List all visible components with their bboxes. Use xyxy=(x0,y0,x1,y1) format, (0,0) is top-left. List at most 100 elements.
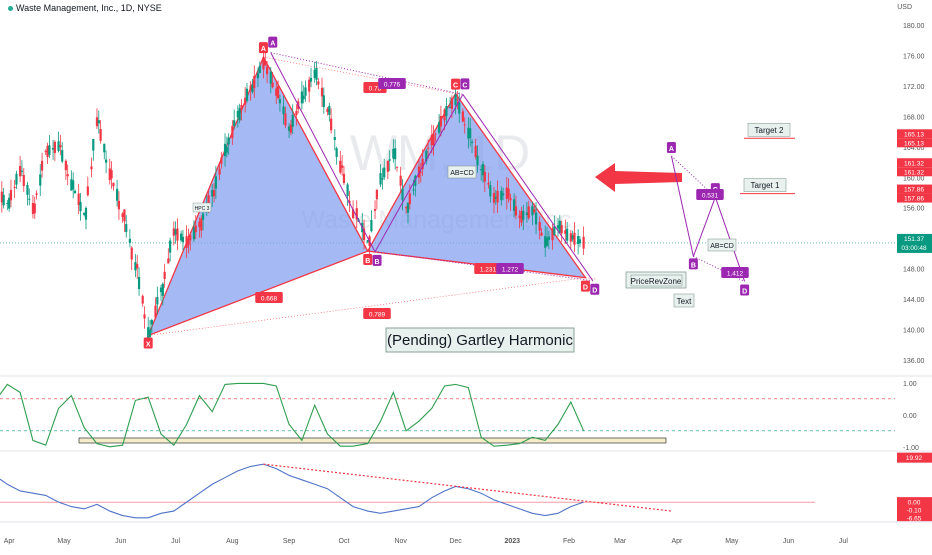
x-tick-label: Jun xyxy=(783,538,794,545)
candle-body xyxy=(339,160,342,173)
candle-body xyxy=(333,137,336,140)
candle-body xyxy=(522,210,525,220)
candle-body xyxy=(141,295,144,304)
osc2-tag-bg xyxy=(897,452,932,463)
ratio-label-bg xyxy=(378,78,406,89)
candle-body xyxy=(556,225,560,229)
ratio-label: 1.272 xyxy=(502,267,519,274)
candle-body xyxy=(564,230,567,234)
candle-body xyxy=(105,159,108,163)
ratio-label: 0.776 xyxy=(384,82,401,89)
candle-body xyxy=(558,220,561,233)
projection-point-d: D xyxy=(592,288,597,295)
candle-body xyxy=(284,113,287,126)
candle-body xyxy=(544,236,547,248)
candle-body xyxy=(156,296,159,305)
target-label: Target 2 xyxy=(755,126,784,135)
y-tick-label: 140.00 xyxy=(903,327,925,334)
candle-body xyxy=(2,194,5,206)
ratio-label-bg xyxy=(496,263,524,274)
candle-body xyxy=(130,247,133,260)
candle-body xyxy=(256,73,260,79)
osc2-tag: -0.10 xyxy=(907,508,922,515)
x-tick-label: Mar xyxy=(614,538,627,545)
x-tick-label: Sep xyxy=(283,538,296,545)
candle-body xyxy=(22,175,25,187)
candle-body xyxy=(439,115,443,127)
candle-body xyxy=(115,188,119,201)
candle-body xyxy=(159,287,163,293)
candle-body xyxy=(463,124,466,126)
candle-body xyxy=(534,212,538,225)
candle-body xyxy=(341,165,344,168)
candle-body xyxy=(456,99,459,101)
candle-body xyxy=(278,99,282,104)
ratio-label: 0.78 xyxy=(369,86,382,93)
price-tag: 161.32 xyxy=(904,169,924,176)
candle-body xyxy=(97,120,100,124)
price-tag-bg xyxy=(897,193,932,203)
pattern-point-b-bg xyxy=(363,254,373,266)
candle-body xyxy=(533,209,536,213)
price-tag-bg xyxy=(897,184,932,194)
projection-point-b-bg xyxy=(372,254,382,266)
candle-body xyxy=(169,240,172,253)
price-tag: 165.13 xyxy=(904,140,924,147)
candle-body xyxy=(176,228,179,241)
candle-body xyxy=(264,60,267,66)
candle-body xyxy=(233,120,236,126)
candle-body xyxy=(245,88,249,101)
candle-body xyxy=(117,200,121,210)
candle-body xyxy=(251,84,254,92)
candle-body xyxy=(148,329,152,337)
candle-body xyxy=(181,236,185,243)
candle-body xyxy=(425,150,428,162)
candle-body xyxy=(240,105,243,111)
candle-body xyxy=(9,190,13,201)
candle-body xyxy=(289,124,292,133)
candle-body xyxy=(249,85,252,92)
pattern-point-x-bg xyxy=(143,337,153,349)
candle-body xyxy=(573,232,576,245)
target-box xyxy=(747,122,791,137)
candle-body xyxy=(136,264,139,269)
candle-body xyxy=(201,213,205,220)
x-tick-label: Jul xyxy=(171,538,180,545)
price-tag-bg xyxy=(897,233,932,253)
price-tag-bg xyxy=(897,158,932,168)
candle-body xyxy=(185,235,188,248)
candle-body xyxy=(547,236,550,240)
future-point-b-bg xyxy=(688,258,698,270)
candle-body xyxy=(187,238,190,246)
osc-highlight-box xyxy=(78,437,667,444)
candle-body xyxy=(560,225,563,234)
candle-body xyxy=(370,219,373,232)
candle-body xyxy=(470,141,474,143)
candle-body xyxy=(443,109,446,121)
abcd-box-1 xyxy=(447,165,477,179)
pattern-title-box xyxy=(385,327,575,353)
pattern-point-c: C xyxy=(453,83,458,90)
price-tag: 151.37 xyxy=(904,236,924,243)
candle-body xyxy=(271,82,274,88)
text-box-label: Text xyxy=(677,297,692,306)
candle-body xyxy=(31,203,35,214)
future-ratio-label: 0.531 xyxy=(702,193,719,200)
candle-body xyxy=(103,143,106,153)
candle-body xyxy=(300,91,303,104)
candle-body xyxy=(525,212,529,216)
x-tick-label: Apr xyxy=(671,538,683,545)
future-point-d-bg xyxy=(740,284,750,296)
projection-point-c: C xyxy=(462,82,467,89)
candle-body xyxy=(150,320,153,325)
candle-body xyxy=(518,215,521,218)
x-tick-label: May xyxy=(57,538,71,545)
candle-body xyxy=(276,86,280,99)
future-point-a-bg xyxy=(666,142,676,153)
y-tick-label: 164.00 xyxy=(903,145,925,152)
candle-body xyxy=(20,170,24,172)
candle-body xyxy=(514,206,518,216)
candle-body xyxy=(386,160,389,172)
candle-body xyxy=(476,155,479,166)
